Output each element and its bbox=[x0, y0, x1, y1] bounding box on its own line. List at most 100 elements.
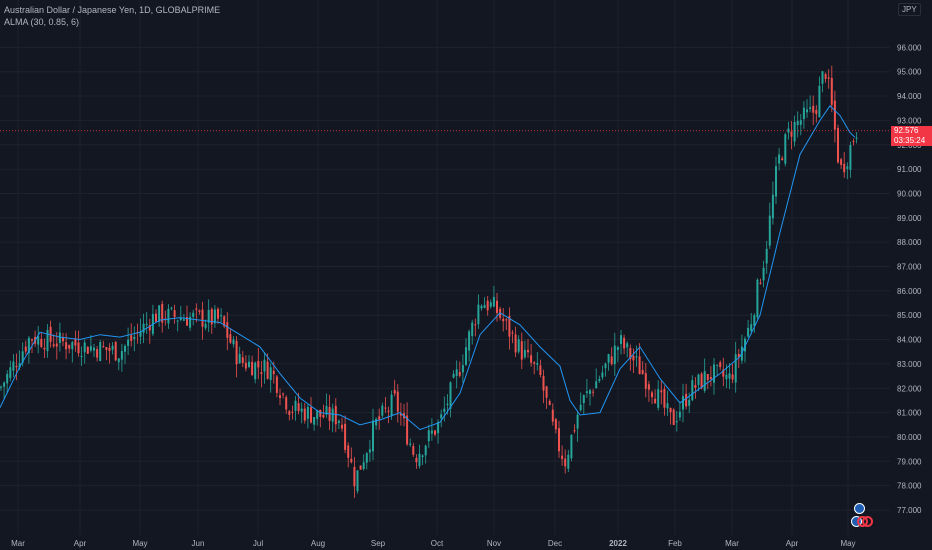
candle-body bbox=[316, 410, 319, 419]
candle-body bbox=[310, 407, 312, 423]
candle-body bbox=[176, 320, 179, 322]
time-tick-label: Apr bbox=[74, 539, 87, 548]
candle-body bbox=[133, 336, 136, 339]
candle-body bbox=[837, 128, 839, 163]
candle-body bbox=[446, 403, 449, 405]
candle-body bbox=[539, 365, 542, 376]
time-tick-label: 2022 bbox=[609, 539, 627, 548]
candle-body bbox=[641, 369, 644, 374]
candle-body bbox=[282, 393, 285, 395]
candle-body bbox=[759, 282, 762, 284]
candle-body bbox=[793, 122, 796, 142]
candle-body bbox=[155, 313, 157, 322]
candle-body bbox=[452, 373, 455, 378]
candle-body bbox=[778, 154, 781, 164]
candle-body bbox=[719, 362, 722, 368]
flag-au-icon[interactable] bbox=[854, 503, 865, 514]
price-tick-label: 83.000 bbox=[897, 360, 922, 369]
indicator-label[interactable]: ALMA (30, 0.85, 6) bbox=[4, 17, 80, 27]
candle-body bbox=[654, 398, 657, 404]
candle-body bbox=[213, 309, 216, 324]
candle-body bbox=[71, 342, 74, 350]
candle-body bbox=[508, 315, 511, 337]
candle-body bbox=[685, 393, 688, 407]
candle-body bbox=[672, 409, 675, 425]
candle-body bbox=[750, 324, 753, 332]
price-tick-label: 81.000 bbox=[897, 409, 922, 418]
candle-body bbox=[573, 430, 576, 432]
candle-body bbox=[582, 395, 585, 404]
candle-body bbox=[523, 349, 526, 358]
event-marker-icon[interactable] bbox=[862, 516, 873, 527]
candle-body bbox=[266, 361, 269, 379]
price-axis[interactable]: 77.000 78.000 79.000 80.000 81.000 82.000 83.0… bbox=[897, 43, 922, 515]
candle-body bbox=[455, 369, 458, 376]
candle-body bbox=[703, 371, 706, 391]
candle-body bbox=[86, 346, 89, 354]
candle-body bbox=[232, 339, 235, 345]
candle-body bbox=[74, 338, 77, 346]
candle-body bbox=[415, 457, 418, 463]
price-tick-label: 94.000 bbox=[897, 92, 922, 101]
time-tick-label: May bbox=[840, 539, 855, 548]
candle-body bbox=[46, 329, 49, 352]
candle-body bbox=[697, 374, 700, 385]
candle-body bbox=[65, 342, 68, 350]
candles bbox=[0, 65, 858, 498]
candle-body bbox=[210, 309, 213, 325]
candle-body bbox=[744, 338, 746, 352]
price-tick-label: 86.000 bbox=[897, 287, 922, 296]
candle-body bbox=[381, 405, 384, 416]
candle-body bbox=[396, 391, 399, 412]
price-tick-label: 78.000 bbox=[897, 482, 922, 491]
candle-body bbox=[688, 399, 691, 406]
candle-body bbox=[533, 362, 536, 364]
candle-body bbox=[99, 342, 102, 362]
time-tick-label: Jul bbox=[253, 539, 263, 548]
candle-body bbox=[108, 347, 111, 352]
candle-body bbox=[68, 344, 71, 349]
candle-body bbox=[613, 345, 616, 365]
candle-body bbox=[21, 351, 24, 363]
candle-body bbox=[496, 300, 498, 313]
candle-body bbox=[334, 405, 337, 425]
candle-body bbox=[372, 420, 374, 452]
candle-body bbox=[716, 364, 719, 366]
currency-label[interactable]: JPY bbox=[898, 3, 921, 16]
candle-body bbox=[638, 356, 641, 375]
time-tick-label: Jun bbox=[192, 539, 205, 548]
candle-body bbox=[288, 411, 291, 415]
price-tick-label: 82.000 bbox=[897, 384, 922, 393]
candle-body bbox=[824, 74, 827, 79]
candle-body bbox=[272, 370, 275, 375]
candle-body bbox=[747, 327, 750, 337]
price-tick-label: 85.000 bbox=[897, 311, 922, 320]
time-tick-label: Oct bbox=[431, 539, 444, 548]
candle-body bbox=[300, 408, 303, 412]
candle-body bbox=[483, 305, 486, 309]
candle-body bbox=[709, 377, 712, 379]
chart-legend: Australian Dollar / Japanese Yen, 1D, GL… bbox=[4, 4, 220, 28]
symbol-title[interactable]: Australian Dollar / Japanese Yen, 1D, GL… bbox=[4, 5, 221, 15]
candle-body bbox=[728, 373, 731, 379]
candle-body bbox=[93, 347, 95, 351]
candle-body bbox=[294, 400, 297, 411]
candle-body bbox=[812, 105, 815, 113]
candle-body bbox=[678, 411, 681, 418]
candle-body bbox=[347, 445, 350, 458]
candle-body bbox=[412, 446, 415, 455]
candle-body bbox=[424, 445, 427, 456]
candle-body bbox=[49, 326, 52, 342]
time-axis[interactable]: Mar Apr May Jun Jul Aug Sep Oct Nov Dec 2022 Feb Mar… bbox=[11, 539, 855, 548]
candle-body bbox=[390, 394, 393, 416]
price-tick-label: 79.000 bbox=[897, 457, 922, 466]
time-tick-label: Mar bbox=[11, 539, 25, 548]
candle-body bbox=[120, 351, 123, 360]
candle-body bbox=[142, 323, 145, 333]
price-tick-label: 89.000 bbox=[897, 214, 922, 223]
candle-body bbox=[480, 305, 483, 309]
candle-body bbox=[806, 109, 808, 113]
candle-body bbox=[399, 413, 402, 416]
candle-body bbox=[158, 305, 161, 322]
